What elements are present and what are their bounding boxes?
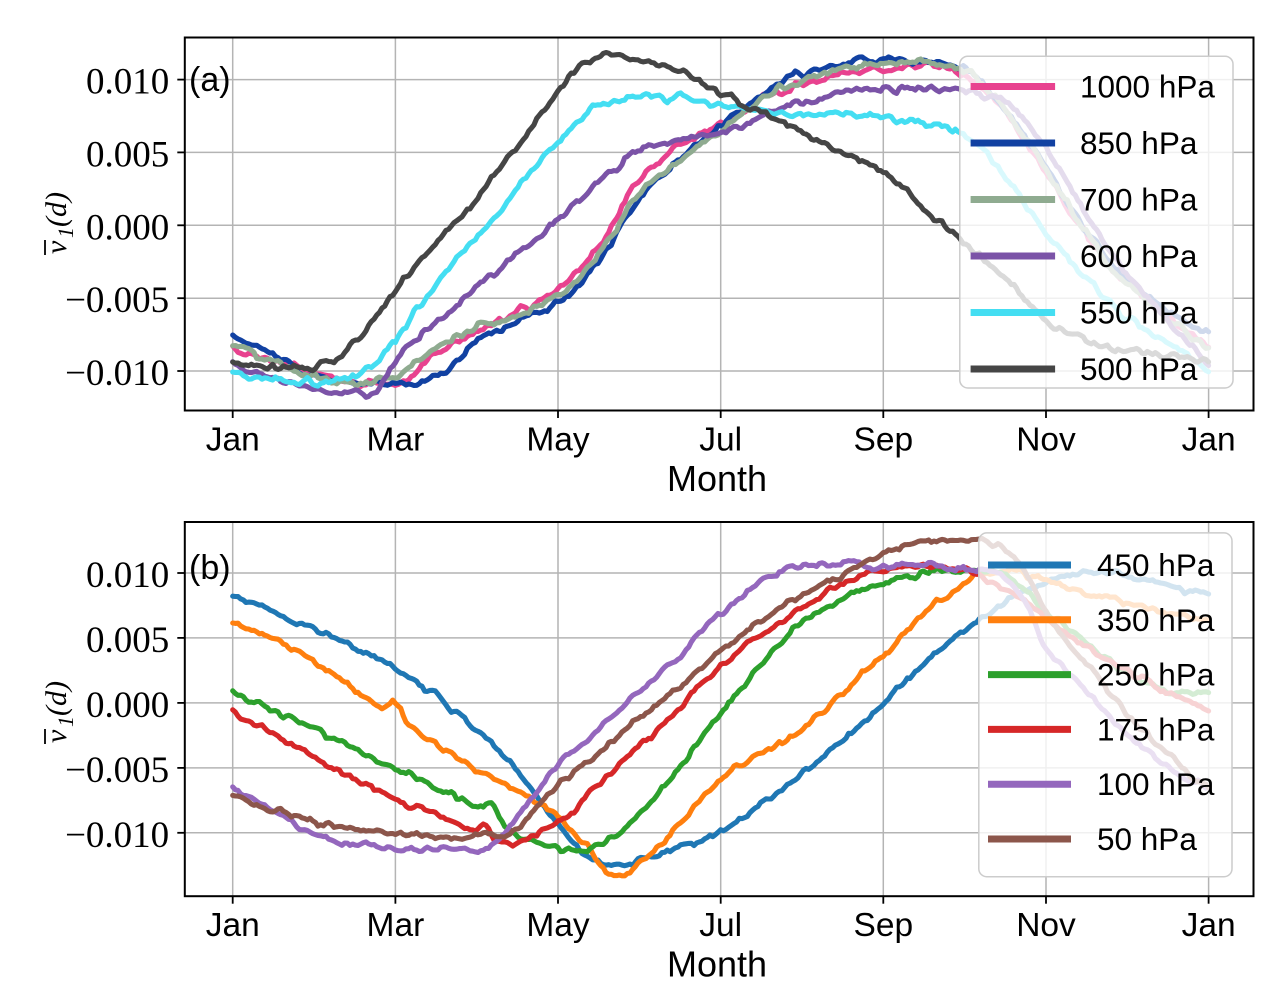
svg-text:Jan: Jan bbox=[1182, 907, 1236, 944]
svg-text:100 hPa: 100 hPa bbox=[1097, 766, 1215, 802]
svg-text:−0.010: −0.010 bbox=[65, 815, 169, 856]
svg-text:0.005: 0.005 bbox=[86, 134, 169, 175]
svg-text:Month: Month bbox=[667, 944, 767, 985]
svg-text:Jan: Jan bbox=[206, 907, 260, 944]
svg-text:May: May bbox=[526, 907, 590, 944]
svg-text:−0.010: −0.010 bbox=[65, 353, 169, 394]
svg-text:(a): (a) bbox=[189, 61, 231, 99]
svg-text:Sep: Sep bbox=[853, 422, 913, 459]
svg-text:(b): (b) bbox=[189, 549, 231, 587]
svg-text:0.000: 0.000 bbox=[86, 685, 169, 726]
svg-text:Jan: Jan bbox=[1182, 422, 1236, 459]
svg-text:1: 1 bbox=[53, 227, 78, 238]
svg-text:Jan: Jan bbox=[206, 422, 260, 459]
svg-text:Sep: Sep bbox=[853, 907, 913, 944]
svg-text:(d): (d) bbox=[40, 192, 73, 227]
svg-text:175 hPa: 175 hPa bbox=[1097, 711, 1215, 747]
svg-text:Jul: Jul bbox=[699, 907, 742, 944]
svg-text:Mar: Mar bbox=[367, 422, 425, 459]
svg-text:Month: Month bbox=[667, 458, 767, 499]
svg-text:550 hPa: 550 hPa bbox=[1080, 295, 1198, 331]
svg-text:Mar: Mar bbox=[367, 907, 425, 944]
svg-text:v: v bbox=[40, 240, 73, 254]
svg-text:0.010: 0.010 bbox=[86, 62, 169, 103]
svg-text:50 hPa: 50 hPa bbox=[1097, 821, 1197, 857]
svg-text:700 hPa: 700 hPa bbox=[1080, 182, 1198, 218]
svg-text:Nov: Nov bbox=[1016, 422, 1076, 459]
svg-text:850 hPa: 850 hPa bbox=[1080, 125, 1198, 161]
svg-text:Nov: Nov bbox=[1016, 907, 1076, 944]
svg-text:250 hPa: 250 hPa bbox=[1097, 657, 1215, 693]
svg-text:0.010: 0.010 bbox=[86, 555, 169, 596]
svg-text:v: v bbox=[40, 729, 73, 743]
svg-text:600 hPa: 600 hPa bbox=[1080, 238, 1198, 274]
svg-text:Jul: Jul bbox=[699, 422, 742, 459]
svg-text:350 hPa: 350 hPa bbox=[1097, 602, 1215, 638]
svg-text:0.000: 0.000 bbox=[86, 207, 169, 248]
svg-text:500 hPa: 500 hPa bbox=[1080, 351, 1198, 387]
svg-text:1000 hPa: 1000 hPa bbox=[1080, 69, 1215, 105]
svg-text:0.005: 0.005 bbox=[86, 620, 169, 661]
svg-text:−0.005: −0.005 bbox=[65, 750, 169, 791]
svg-text:1: 1 bbox=[53, 716, 78, 727]
svg-text:(d): (d) bbox=[40, 681, 73, 716]
svg-text:−0.005: −0.005 bbox=[65, 280, 169, 321]
svg-text:450 hPa: 450 hPa bbox=[1097, 547, 1215, 583]
svg-text:May: May bbox=[526, 422, 590, 459]
